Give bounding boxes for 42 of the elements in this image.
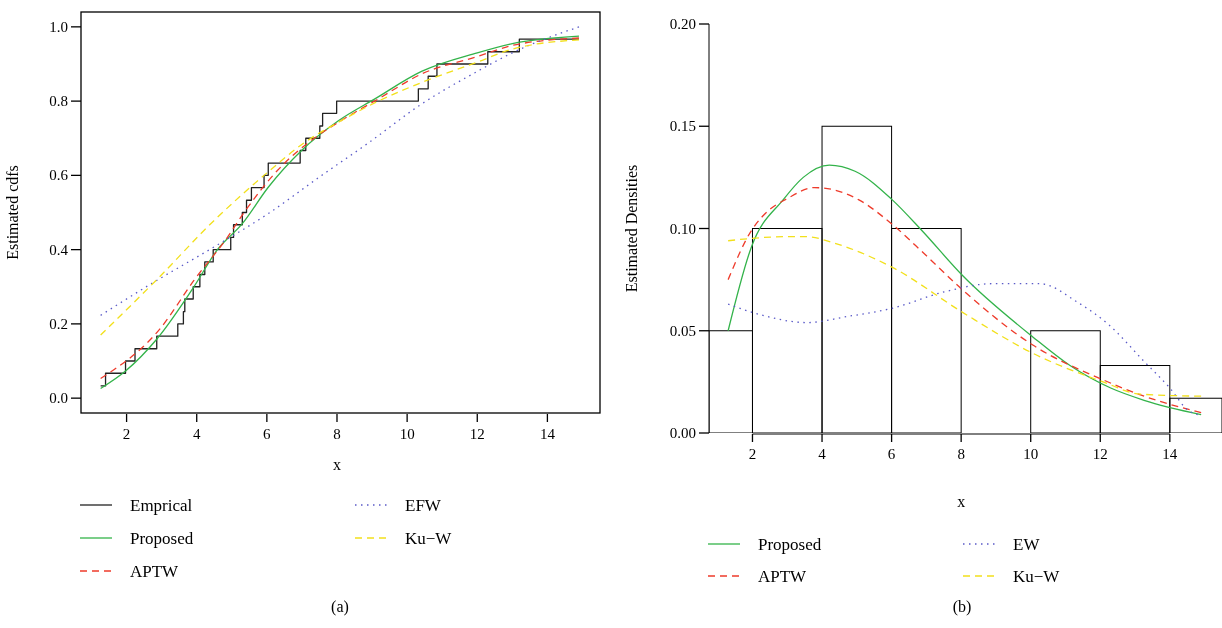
line-series	[727, 236, 1202, 397]
x-tick-label: 10	[1023, 446, 1039, 462]
x-tick-label: 2	[122, 426, 131, 442]
legend-label: EW	[1013, 535, 1041, 554]
x-tick-label: 2	[748, 446, 757, 462]
legend-label: APTW	[130, 562, 180, 581]
y-tick-label: 0.05	[669, 322, 696, 339]
legend-label: Ku−W	[405, 529, 453, 548]
y-axis-title: Estimated cdfs	[4, 165, 21, 260]
y-tick-label: 0.6	[49, 167, 69, 184]
x-tick-label: 10	[399, 426, 415, 442]
x-tick-label: 8	[957, 446, 965, 462]
y-axis-title: Estimated Densities	[623, 164, 640, 293]
legend-label: APTW	[758, 567, 808, 586]
x-tick-label: 4	[818, 446, 827, 462]
text: (b)	[952, 598, 972, 616]
y-tick-label: 1.0	[49, 18, 68, 35]
legend-label: Proposed	[130, 529, 194, 548]
y-tick-label: 0.4	[49, 241, 69, 258]
x-tick-label: 8	[333, 426, 341, 442]
x-tick-label: 6	[263, 426, 272, 442]
y-tick-label: 0.8	[49, 93, 68, 110]
legend-label: EFW	[405, 496, 442, 515]
x-tick-label: 4	[192, 426, 201, 442]
text: (a)	[331, 598, 349, 616]
x-tick-label: 12	[1092, 446, 1108, 462]
x-tick-label: 14	[539, 426, 556, 442]
y-tick-label: 0.2	[49, 315, 68, 332]
x-axis-title: x	[332, 456, 341, 473]
x-tick-label: 12	[469, 426, 485, 442]
y-tick-label: 0.10	[669, 220, 696, 237]
x-tick-label: 14	[1162, 446, 1178, 462]
x-axis-title: x	[957, 493, 966, 510]
y-tick-label: 0.00	[669, 425, 696, 441]
y-tick-label: 0.0	[49, 390, 68, 407]
x-tick-label: 6	[887, 446, 896, 462]
line-series	[727, 283, 1199, 416]
y-tick-label: 0.15	[669, 118, 696, 135]
legend-label: Proposed	[758, 535, 822, 554]
legend-label: Ku−W	[1013, 567, 1061, 586]
y-tick-label: 0.20	[669, 16, 696, 32]
legend-label: Emprical	[130, 496, 193, 515]
